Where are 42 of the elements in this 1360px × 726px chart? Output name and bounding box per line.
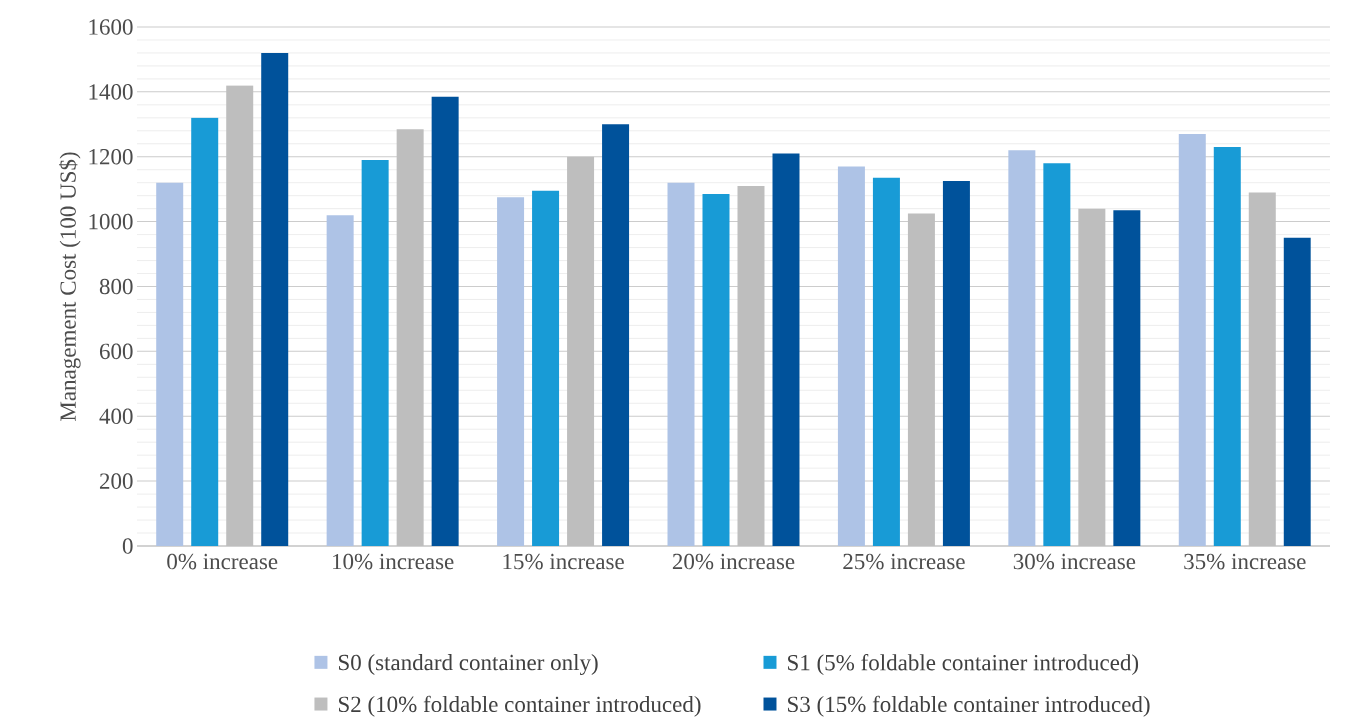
bar xyxy=(1008,150,1036,546)
x-tick-label: 20% increase xyxy=(672,553,795,570)
y-tick-label: 1000 xyxy=(89,213,133,230)
y-tick-label: 1600 xyxy=(89,19,133,35)
legend-label: S3 (15% foldable container introduced) xyxy=(788,695,1150,717)
bar xyxy=(156,182,184,546)
bar xyxy=(837,166,865,546)
bar xyxy=(1178,134,1206,546)
y-tick-label: 1200 xyxy=(89,148,133,165)
bar xyxy=(191,117,219,546)
legend-label: S0 (standard container only) xyxy=(338,654,598,676)
y-tick-label: 800 xyxy=(99,278,133,295)
y-tick-label: 600 xyxy=(99,343,133,360)
bar xyxy=(431,96,459,546)
legend-label: S1 (5% foldable container introduced) xyxy=(788,653,1139,676)
bar xyxy=(361,159,389,546)
bar xyxy=(326,215,354,546)
y-tick-label: 0 xyxy=(122,538,133,554)
bar xyxy=(497,197,525,546)
y-tick-label: 400 xyxy=(99,408,133,424)
bar xyxy=(1113,210,1141,546)
bar xyxy=(602,124,630,546)
bar xyxy=(942,181,970,546)
bar xyxy=(532,190,560,546)
y-axis-title: Management Cost (100 US$) xyxy=(58,152,81,421)
bar xyxy=(772,153,800,546)
x-tick-label: 0% increase xyxy=(167,553,278,570)
bar xyxy=(1213,147,1241,546)
x-tick-label: 15% increase xyxy=(503,553,624,570)
x-tick-label: 30% increase xyxy=(1013,553,1136,570)
x-tick-label: 35% increase xyxy=(1184,553,1306,570)
legend-label: S2 (10% foldable container introduced) xyxy=(338,695,701,717)
x-tick-label: 10% increase xyxy=(333,553,454,570)
x-tick-label: 25% increase xyxy=(843,553,965,570)
bar xyxy=(667,182,695,546)
bar xyxy=(261,52,289,546)
bar xyxy=(702,194,730,546)
y-tick-label: 200 xyxy=(99,473,133,489)
bar xyxy=(1283,237,1311,546)
bar xyxy=(1043,163,1071,546)
bar xyxy=(872,177,900,546)
y-tick-label: 1400 xyxy=(89,84,133,100)
